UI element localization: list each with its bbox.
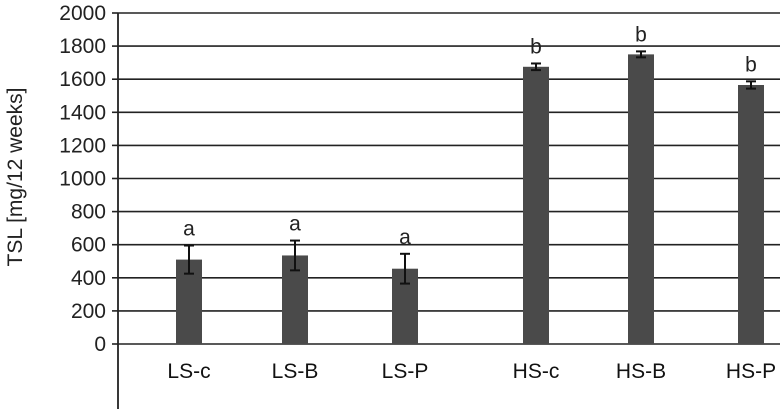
x-tick-label: HS-c <box>513 360 560 383</box>
y-tick-label: 1400 <box>59 101 106 124</box>
significance-letter: b <box>745 53 757 76</box>
bar <box>738 84 764 345</box>
significance-letter: b <box>635 23 647 46</box>
labels: 0 200 400 600 800 1000 1200 1400 1600 1800 2000 LS-… <box>59 2 776 383</box>
error-bars <box>184 50 756 285</box>
y-tick-label: 0 <box>94 333 106 356</box>
x-tick-label: HS-B <box>616 360 666 383</box>
y-tick-label: 1800 <box>59 35 106 58</box>
significance-letter: a <box>183 218 195 241</box>
x-tick-label: LS-B <box>272 360 319 383</box>
y-tick-label: 1600 <box>59 68 106 91</box>
y-tick-label: 400 <box>71 267 106 290</box>
x-tick-label: LS-P <box>382 360 429 383</box>
y-tick-label: 2000 <box>59 2 106 25</box>
x-tick-label: HS-P <box>726 360 776 383</box>
y-tick-label: 800 <box>71 201 106 224</box>
y-axis-label: TSL [mg/12 weeks] <box>4 88 27 267</box>
bar <box>523 66 549 344</box>
y-tick-label: 200 <box>71 300 106 323</box>
significance-letter: a <box>289 213 301 236</box>
gridlines <box>118 12 780 345</box>
y-tick-label: 600 <box>71 234 106 257</box>
axes <box>112 12 119 409</box>
significance-letter: b <box>530 35 542 58</box>
y-tick-label: 1000 <box>59 168 106 191</box>
bar <box>628 54 654 344</box>
y-tick-label: 1200 <box>59 134 106 157</box>
x-tick-label: LS-c <box>167 360 210 383</box>
significance-letter: a <box>399 226 411 249</box>
bars <box>176 54 764 345</box>
